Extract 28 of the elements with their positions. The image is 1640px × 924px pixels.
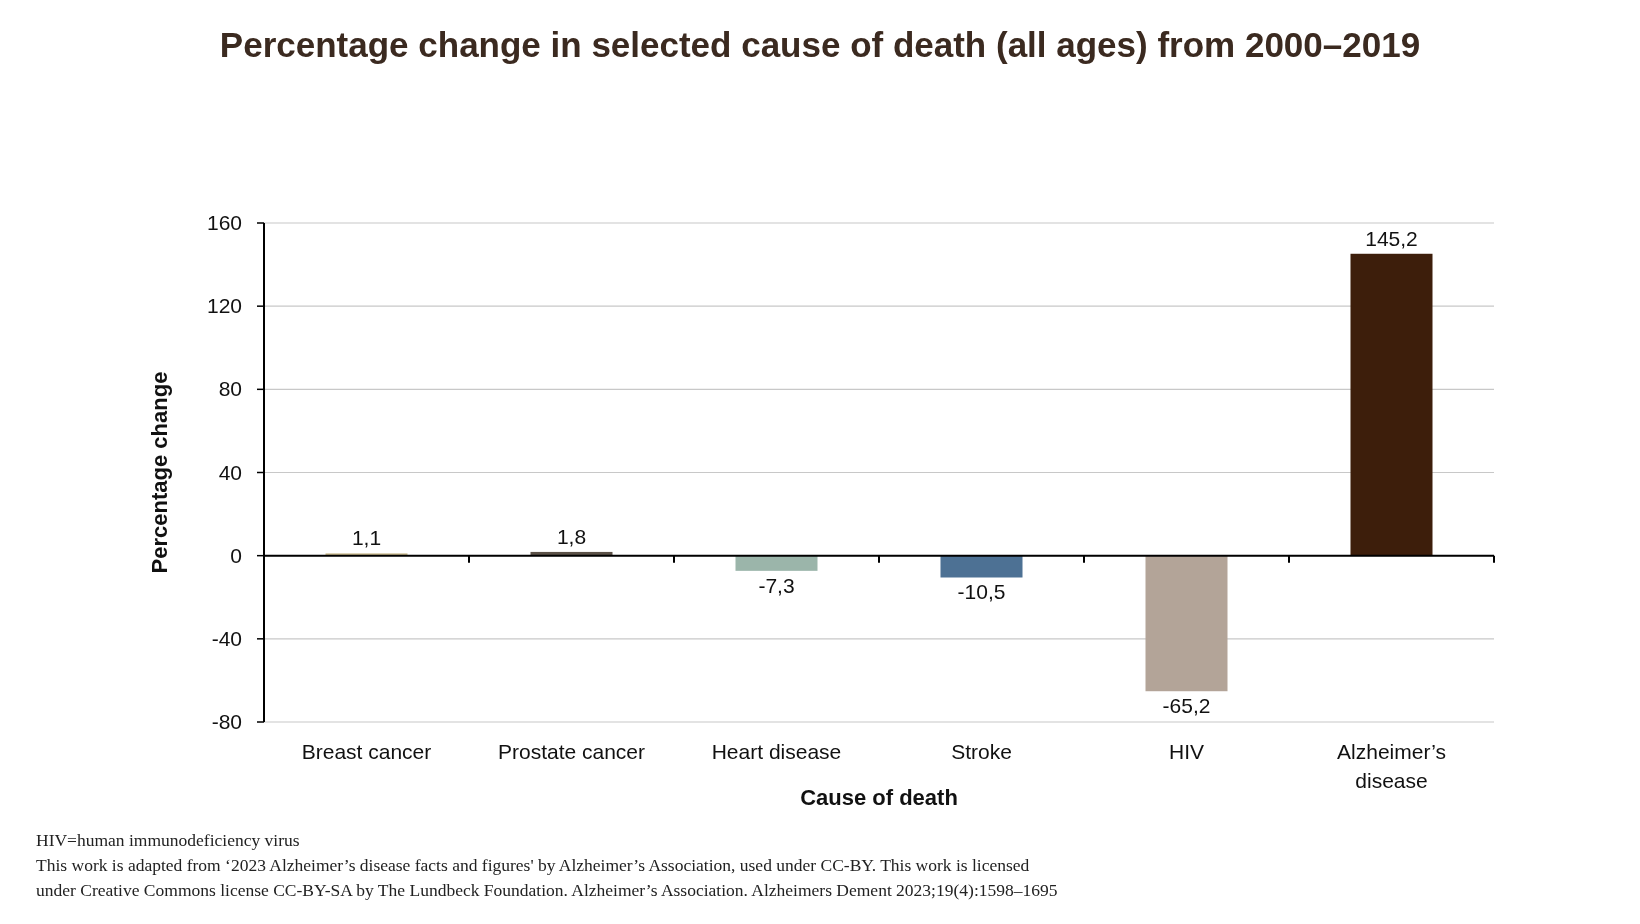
- y-tick-label: -40: [211, 626, 242, 650]
- text: HIV=human immunodeficiency virus: [36, 830, 300, 850]
- y-tick-label: 80: [218, 377, 242, 401]
- y-tick-label: -80: [211, 710, 242, 733]
- bar: [735, 555, 818, 571]
- data-label: -65,2: [1162, 694, 1211, 718]
- y-tick-label: 0: [230, 543, 242, 567]
- data-label: 145,2: [1365, 226, 1418, 250]
- x-tick-label: Breast cancer: [301, 740, 432, 763]
- text: This work is adapted from ‘2023 Alzheimer’s disease facts and figures' by Alzheimer’s Association, used under CC-BY. This work is licensed under Creative Commons license CC-BY-SA by The Lundbeck Foundation. Alzheimer’s Association. Alzheimers Dement 2023;19(4):1598–1695: [36, 855, 1058, 900]
- bar: [940, 555, 1023, 578]
- data-label: 1,8: [556, 524, 587, 548]
- y-tick-label: 40: [218, 460, 242, 484]
- x-tick-label: Stroke: [951, 740, 1012, 763]
- chart-title: Percentage change in selected cause of death (all ages) from 2000–2019: [219, 25, 1421, 64]
- x-tick-label: Prostate cancer: [497, 740, 646, 763]
- y-tick-label: 120: [206, 294, 242, 318]
- y-tick-label: 160: [206, 211, 242, 234]
- data-label: 1,1: [351, 526, 382, 550]
- data-label: -7,3: [758, 573, 795, 597]
- x-tick-label: Alzheimer’s disease: [1337, 740, 1446, 792]
- bar: [1145, 555, 1228, 692]
- x-tick-label: HIV: [1168, 740, 1205, 763]
- bar: [1350, 253, 1433, 556]
- y-axis-title: Percentage change: [147, 371, 172, 574]
- x-axis-title: Cause of death: [800, 785, 958, 810]
- x-tick-label: Heart disease: [711, 740, 842, 763]
- data-label: -10,5: [957, 580, 1006, 604]
